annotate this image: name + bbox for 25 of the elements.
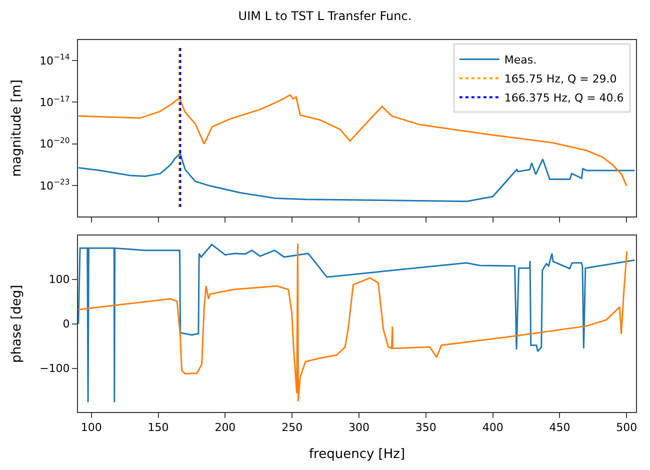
x-tick-label: 450: [549, 421, 570, 434]
legend-label: 166.375 Hz, Q = 40.6: [504, 92, 624, 105]
y-axis-title: magnitude [m]: [10, 80, 25, 177]
y-tick-label: −100: [40, 362, 70, 376]
y-tick-label: 10$^{−14}$: [40, 52, 70, 68]
x-tick-label: 350: [415, 421, 436, 434]
y-tick-label: 0: [62, 318, 70, 331]
x-tick-label: 500: [616, 421, 638, 434]
legend-label: Meas.: [504, 54, 537, 67]
x-tick-label: 300: [348, 421, 370, 434]
x-axis-title: frequency [Hz]: [308, 446, 406, 462]
y-tick-label: 100: [48, 273, 70, 286]
y-axis-title: phase [deg]: [10, 284, 25, 363]
x-tick-label: 200: [214, 421, 236, 434]
x-tick-label: 250: [282, 421, 303, 434]
x-tick-label: 400: [482, 421, 504, 434]
x-tick-label: 150: [148, 421, 169, 434]
line-series: [78, 152, 636, 202]
legend-label: 165.75 Hz, Q = 29.0: [504, 72, 617, 86]
chart-title: UIM L to TST L Transfer Func.: [238, 9, 412, 24]
y-tick-label: 10$^{−23}$: [40, 178, 70, 192]
y-tick-label: 10$^{−20}$: [40, 136, 70, 151]
y-tick-label: 10$^{−17}$: [40, 94, 70, 110]
line-series: [78, 94, 628, 187]
x-tick-label: 100: [80, 421, 102, 434]
